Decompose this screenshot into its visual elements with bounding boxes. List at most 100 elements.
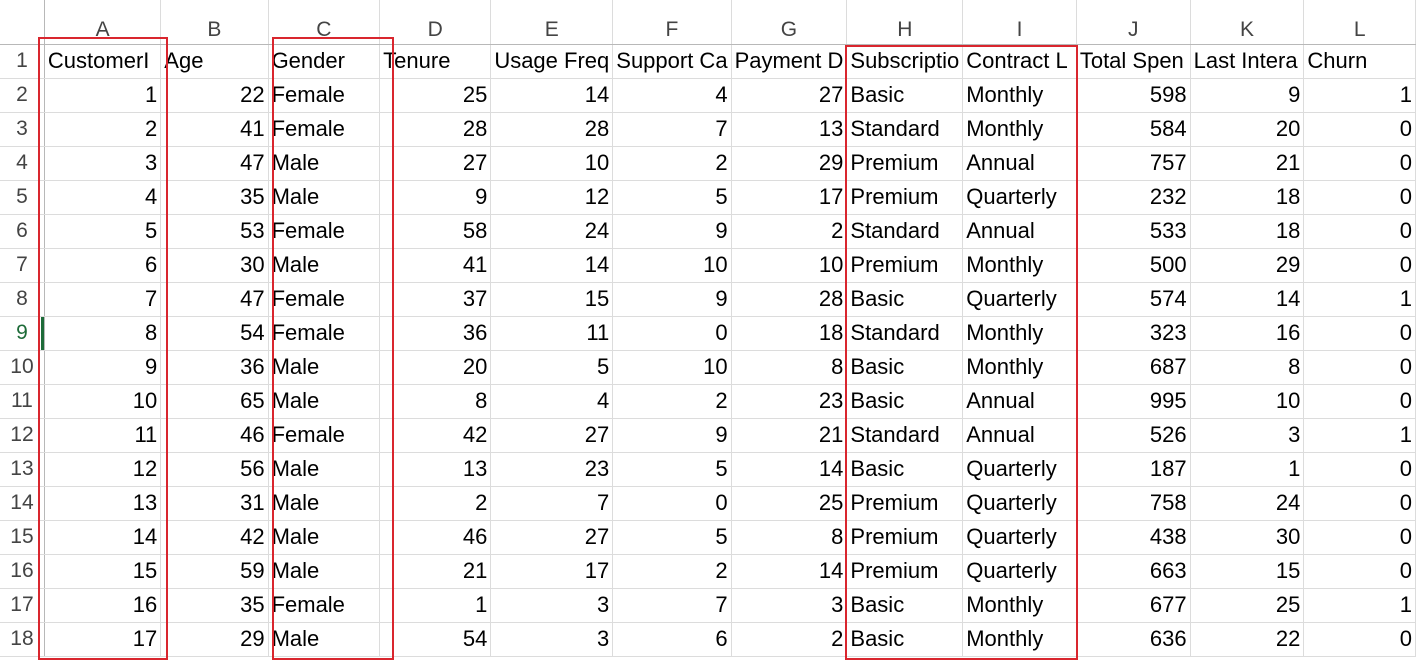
column-header-h[interactable]: H bbox=[846, 0, 964, 45]
cell-i2[interactable]: Monthly bbox=[962, 78, 1077, 113]
cell-d6[interactable]: 58 bbox=[379, 214, 492, 249]
cell-j9[interactable]: 323 bbox=[1076, 316, 1191, 351]
cell-a3[interactable]: 2 bbox=[44, 112, 162, 147]
select-all-corner[interactable] bbox=[0, 0, 45, 45]
cell-g6[interactable]: 2 bbox=[731, 214, 848, 249]
row-header-5[interactable]: 5 bbox=[0, 180, 45, 215]
cell-i9[interactable]: Monthly bbox=[962, 316, 1077, 351]
cell-k17[interactable]: 25 bbox=[1190, 588, 1305, 623]
cell-d14[interactable]: 2 bbox=[379, 486, 492, 521]
cell-k5[interactable]: 18 bbox=[1190, 180, 1305, 215]
cell-k11[interactable]: 10 bbox=[1190, 384, 1305, 419]
cell-b3[interactable]: 41 bbox=[160, 112, 269, 147]
cell-e5[interactable]: 12 bbox=[490, 180, 614, 215]
cell-j17[interactable]: 677 bbox=[1076, 588, 1191, 623]
cell-d4[interactable]: 27 bbox=[379, 146, 492, 181]
cell-h4[interactable]: Premium bbox=[846, 146, 964, 181]
cell-c5[interactable]: Male bbox=[268, 180, 381, 215]
cell-h1[interactable]: Subscriptio bbox=[846, 44, 964, 79]
row-header-11[interactable]: 11 bbox=[0, 384, 45, 419]
cell-k3[interactable]: 20 bbox=[1190, 112, 1305, 147]
column-header-j[interactable]: J bbox=[1076, 0, 1191, 45]
cell-a8[interactable]: 7 bbox=[44, 282, 162, 317]
cell-l3[interactable]: 0 bbox=[1303, 112, 1416, 147]
cell-j7[interactable]: 500 bbox=[1076, 248, 1191, 283]
cell-h18[interactable]: Basic bbox=[846, 622, 964, 657]
cell-l10[interactable]: 0 bbox=[1303, 350, 1416, 385]
cell-f10[interactable]: 10 bbox=[612, 350, 732, 385]
cell-l18[interactable]: 0 bbox=[1303, 622, 1416, 657]
cell-b6[interactable]: 53 bbox=[160, 214, 269, 249]
cell-a17[interactable]: 16 bbox=[44, 588, 162, 623]
cell-l11[interactable]: 0 bbox=[1303, 384, 1416, 419]
cell-b17[interactable]: 35 bbox=[160, 588, 269, 623]
row-header-1[interactable]: 1 bbox=[0, 44, 45, 79]
column-header-a[interactable]: A bbox=[44, 0, 162, 45]
column-header-e[interactable]: E bbox=[490, 0, 614, 45]
cell-f2[interactable]: 4 bbox=[612, 78, 732, 113]
cell-l2[interactable]: 1 bbox=[1303, 78, 1416, 113]
row-header-13[interactable]: 13 bbox=[0, 452, 45, 487]
cell-f18[interactable]: 6 bbox=[612, 622, 732, 657]
cell-e9[interactable]: 11 bbox=[490, 316, 614, 351]
cell-k10[interactable]: 8 bbox=[1190, 350, 1305, 385]
cell-i5[interactable]: Quarterly bbox=[962, 180, 1077, 215]
cell-e11[interactable]: 4 bbox=[490, 384, 614, 419]
cell-j1[interactable]: Total Spen bbox=[1076, 44, 1191, 79]
cell-c16[interactable]: Male bbox=[268, 554, 381, 589]
cell-e18[interactable]: 3 bbox=[490, 622, 614, 657]
cell-h5[interactable]: Premium bbox=[846, 180, 964, 215]
row-header-16[interactable]: 16 bbox=[0, 554, 45, 589]
cell-d15[interactable]: 46 bbox=[379, 520, 492, 555]
cell-d5[interactable]: 9 bbox=[379, 180, 492, 215]
cell-k2[interactable]: 9 bbox=[1190, 78, 1305, 113]
column-header-i[interactable]: I bbox=[962, 0, 1077, 45]
cell-e2[interactable]: 14 bbox=[490, 78, 614, 113]
cell-j15[interactable]: 438 bbox=[1076, 520, 1191, 555]
cell-f16[interactable]: 2 bbox=[612, 554, 732, 589]
cell-i1[interactable]: Contract L bbox=[962, 44, 1077, 79]
row-header-12[interactable]: 12 bbox=[0, 418, 45, 453]
row-header-8[interactable]: 8 bbox=[0, 282, 45, 317]
cell-b15[interactable]: 42 bbox=[160, 520, 269, 555]
cell-h17[interactable]: Basic bbox=[846, 588, 964, 623]
cell-g13[interactable]: 14 bbox=[731, 452, 848, 487]
cell-f15[interactable]: 5 bbox=[612, 520, 732, 555]
cell-i3[interactable]: Monthly bbox=[962, 112, 1077, 147]
cell-k18[interactable]: 22 bbox=[1190, 622, 1305, 657]
cell-g12[interactable]: 21 bbox=[731, 418, 848, 453]
cell-a12[interactable]: 11 bbox=[44, 418, 162, 453]
cell-b13[interactable]: 56 bbox=[160, 452, 269, 487]
column-header-b[interactable]: B bbox=[160, 0, 269, 45]
row-header-2[interactable]: 2 bbox=[0, 78, 45, 113]
cell-i16[interactable]: Quarterly bbox=[962, 554, 1077, 589]
cell-h2[interactable]: Basic bbox=[846, 78, 964, 113]
cell-a2[interactable]: 1 bbox=[44, 78, 162, 113]
cell-g15[interactable]: 8 bbox=[731, 520, 848, 555]
cell-h12[interactable]: Standard bbox=[846, 418, 964, 453]
cell-j3[interactable]: 584 bbox=[1076, 112, 1191, 147]
cell-h13[interactable]: Basic bbox=[846, 452, 964, 487]
cell-h8[interactable]: Basic bbox=[846, 282, 964, 317]
cell-f3[interactable]: 7 bbox=[612, 112, 732, 147]
cell-g14[interactable]: 25 bbox=[731, 486, 848, 521]
cell-i14[interactable]: Quarterly bbox=[962, 486, 1077, 521]
row-header-3[interactable]: 3 bbox=[0, 112, 45, 147]
cell-c3[interactable]: Female bbox=[268, 112, 381, 147]
cell-i7[interactable]: Monthly bbox=[962, 248, 1077, 283]
cell-h10[interactable]: Basic bbox=[846, 350, 964, 385]
cell-f5[interactable]: 5 bbox=[612, 180, 732, 215]
cell-k16[interactable]: 15 bbox=[1190, 554, 1305, 589]
cell-c15[interactable]: Male bbox=[268, 520, 381, 555]
cell-j12[interactable]: 526 bbox=[1076, 418, 1191, 453]
cell-h3[interactable]: Standard bbox=[846, 112, 964, 147]
cell-k9[interactable]: 16 bbox=[1190, 316, 1305, 351]
cell-a5[interactable]: 4 bbox=[44, 180, 162, 215]
cell-k8[interactable]: 14 bbox=[1190, 282, 1305, 317]
column-header-g[interactable]: G bbox=[731, 0, 848, 45]
cell-e16[interactable]: 17 bbox=[490, 554, 614, 589]
cell-f11[interactable]: 2 bbox=[612, 384, 732, 419]
cell-j18[interactable]: 636 bbox=[1076, 622, 1191, 657]
cell-c6[interactable]: Female bbox=[268, 214, 381, 249]
cell-l12[interactable]: 1 bbox=[1303, 418, 1416, 453]
